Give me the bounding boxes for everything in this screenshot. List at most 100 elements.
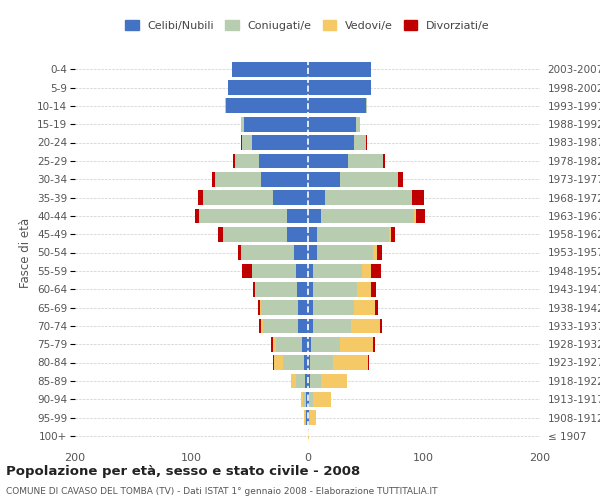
Bar xyxy=(298,318,308,333)
Bar xyxy=(354,135,365,150)
Bar xyxy=(233,154,235,168)
Bar xyxy=(308,410,310,425)
Bar xyxy=(308,374,310,388)
Bar xyxy=(348,154,383,168)
Bar xyxy=(272,337,276,351)
Bar xyxy=(229,80,308,95)
Bar xyxy=(365,135,367,150)
Bar xyxy=(308,117,356,132)
Bar xyxy=(308,355,310,370)
Bar xyxy=(389,227,391,242)
Bar xyxy=(241,245,293,260)
Bar xyxy=(296,264,308,278)
Bar xyxy=(313,392,331,406)
Bar xyxy=(313,282,358,296)
Bar xyxy=(313,264,362,278)
Bar xyxy=(272,190,308,205)
Bar xyxy=(380,318,382,333)
Bar xyxy=(195,208,199,223)
Bar xyxy=(322,208,415,223)
Bar xyxy=(307,392,308,406)
Bar xyxy=(368,355,369,370)
Bar xyxy=(203,190,272,205)
Bar xyxy=(256,282,297,296)
Bar xyxy=(260,300,261,315)
Text: Popolazione per età, sesso e stato civile - 2008: Popolazione per età, sesso e stato civil… xyxy=(6,465,360,478)
Bar xyxy=(215,172,261,186)
Bar xyxy=(308,282,313,296)
Bar xyxy=(255,282,256,296)
Bar xyxy=(313,300,354,315)
Bar xyxy=(310,410,316,425)
Bar xyxy=(308,172,340,186)
Bar xyxy=(271,337,272,351)
Bar xyxy=(223,227,287,242)
Bar xyxy=(371,282,376,296)
Bar xyxy=(308,98,365,113)
Bar xyxy=(283,355,304,370)
Bar xyxy=(238,245,241,260)
Bar xyxy=(259,154,308,168)
Bar xyxy=(308,227,317,242)
Bar xyxy=(244,117,308,132)
Bar xyxy=(242,135,252,150)
Bar xyxy=(225,98,226,113)
Bar xyxy=(308,318,313,333)
Bar xyxy=(310,355,333,370)
Bar xyxy=(373,245,377,260)
Bar xyxy=(310,374,322,388)
Bar xyxy=(308,190,325,205)
Bar xyxy=(340,337,373,351)
Bar xyxy=(317,245,373,260)
Bar xyxy=(263,318,298,333)
Bar xyxy=(325,190,412,205)
Bar xyxy=(317,227,389,242)
Bar xyxy=(303,392,307,406)
Bar xyxy=(291,374,296,388)
Bar xyxy=(308,392,313,406)
Bar xyxy=(298,300,308,315)
Bar xyxy=(416,208,425,223)
Bar xyxy=(308,264,313,278)
Bar xyxy=(252,264,296,278)
Bar xyxy=(261,172,308,186)
Bar xyxy=(371,264,381,278)
Bar xyxy=(252,135,308,150)
Bar xyxy=(287,227,308,242)
Bar xyxy=(308,80,371,95)
Bar xyxy=(333,355,368,370)
Bar xyxy=(226,98,308,113)
Bar xyxy=(218,227,223,242)
Bar xyxy=(354,300,375,315)
Bar xyxy=(358,282,371,296)
Bar xyxy=(304,355,308,370)
Bar xyxy=(311,337,340,351)
Bar xyxy=(313,318,350,333)
Bar xyxy=(375,300,379,315)
Bar xyxy=(199,208,287,223)
Bar xyxy=(297,282,308,296)
Bar xyxy=(235,154,259,168)
Bar xyxy=(383,154,385,168)
Bar xyxy=(242,264,252,278)
Bar xyxy=(272,355,274,370)
Bar xyxy=(302,337,308,351)
Bar xyxy=(259,318,261,333)
Bar xyxy=(241,135,242,150)
Bar xyxy=(365,98,367,113)
Bar xyxy=(308,245,317,260)
Bar xyxy=(232,62,308,76)
Legend: Celibi/Nubili, Coniugati/e, Vedovi/e, Divorziati/e: Celibi/Nubili, Coniugati/e, Vedovi/e, Di… xyxy=(121,16,494,35)
Bar xyxy=(415,208,416,223)
Text: COMUNE DI CAVASO DEL TOMBA (TV) - Dati ISTAT 1° gennaio 2008 - Elaborazione TUTT: COMUNE DI CAVASO DEL TOMBA (TV) - Dati I… xyxy=(6,488,437,496)
Bar xyxy=(308,154,348,168)
Bar xyxy=(304,410,305,425)
Bar xyxy=(356,117,360,132)
Bar xyxy=(308,300,313,315)
Bar xyxy=(261,300,298,315)
Bar xyxy=(261,318,263,333)
Bar xyxy=(377,245,382,260)
Bar xyxy=(274,355,283,370)
Bar xyxy=(398,172,403,186)
Y-axis label: Fasce di età: Fasce di età xyxy=(19,218,32,288)
